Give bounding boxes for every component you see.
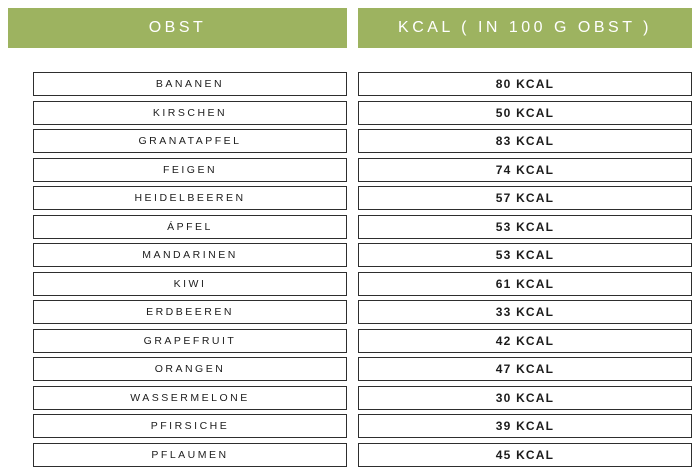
table-row: KIRSCHEN 50 KCAL bbox=[8, 100, 692, 125]
table-row: KIWI 61 KCAL bbox=[8, 271, 692, 296]
fruit-cell: ÁPFEL bbox=[33, 214, 347, 239]
fruit-cell: PFIRSICHE bbox=[33, 414, 347, 438]
table-row: GRANATAPFEL 83 KCAL bbox=[8, 129, 692, 153]
table-row: MANDARINEN 53 KCAL bbox=[8, 243, 692, 267]
fruit-cell: MANDARINEN bbox=[33, 243, 347, 267]
table-row: GRAPEFRUIT 42 KCAL bbox=[8, 328, 692, 353]
table-row: HEIDELBEEREN 57 KCAL bbox=[8, 186, 692, 210]
kcal-cell: 53 KCAL bbox=[358, 214, 692, 239]
kcal-cell: 74 KCAL bbox=[358, 157, 692, 182]
fruit-cell: GRAPEFRUIT bbox=[33, 328, 347, 353]
kcal-cell: 30 KCAL bbox=[358, 385, 692, 410]
kcal-cell: 39 KCAL bbox=[358, 414, 692, 438]
kcal-cell: 61 KCAL bbox=[358, 271, 692, 296]
kcal-cell: 83 KCAL bbox=[358, 129, 692, 153]
table-header: OBST KCAL ( IN 100 G OBST ) bbox=[8, 8, 692, 48]
column-header-kcal: KCAL ( IN 100 G OBST ) bbox=[358, 8, 692, 48]
kcal-cell: 50 KCAL bbox=[358, 100, 692, 125]
kcal-cell: 57 KCAL bbox=[358, 186, 692, 210]
table-row: WASSERMELONE 30 KCAL bbox=[8, 385, 692, 410]
fruit-cell: GRANATAPFEL bbox=[33, 129, 347, 153]
fruit-cell: HEIDELBEEREN bbox=[33, 186, 347, 210]
kcal-cell: 80 KCAL bbox=[358, 72, 692, 96]
table-row: FEIGEN 74 KCAL bbox=[8, 157, 692, 182]
kcal-cell: 47 KCAL bbox=[358, 357, 692, 381]
kcal-cell: 53 KCAL bbox=[358, 243, 692, 267]
table-row: PFIRSICHE 39 KCAL bbox=[8, 414, 692, 438]
kcal-cell: 45 KCAL bbox=[358, 442, 692, 467]
fruit-cell: WASSERMELONE bbox=[33, 385, 347, 410]
table-row: PFLAUMEN 45 KCAL bbox=[8, 442, 692, 467]
table-body: BANANEN 80 KCAL KIRSCHEN 50 KCAL GRANATA… bbox=[8, 72, 692, 467]
fruit-cell: FEIGEN bbox=[33, 157, 347, 182]
fruit-cell: KIRSCHEN bbox=[33, 100, 347, 125]
fruit-cell: ERDBEEREN bbox=[33, 300, 347, 324]
fruit-cell: BANANEN bbox=[33, 72, 347, 96]
fruit-cell: KIWI bbox=[33, 271, 347, 296]
fruit-cell: PFLAUMEN bbox=[33, 442, 347, 467]
table-row: ÁPFEL 53 KCAL bbox=[8, 214, 692, 239]
fruit-cell: ORANGEN bbox=[33, 357, 347, 381]
kcal-cell: 33 KCAL bbox=[358, 300, 692, 324]
table-row: BANANEN 80 KCAL bbox=[8, 72, 692, 96]
table-row: ORANGEN 47 KCAL bbox=[8, 357, 692, 381]
kcal-cell: 42 KCAL bbox=[358, 328, 692, 353]
table-row: ERDBEEREN 33 KCAL bbox=[8, 300, 692, 324]
column-header-obst: OBST bbox=[8, 8, 347, 48]
